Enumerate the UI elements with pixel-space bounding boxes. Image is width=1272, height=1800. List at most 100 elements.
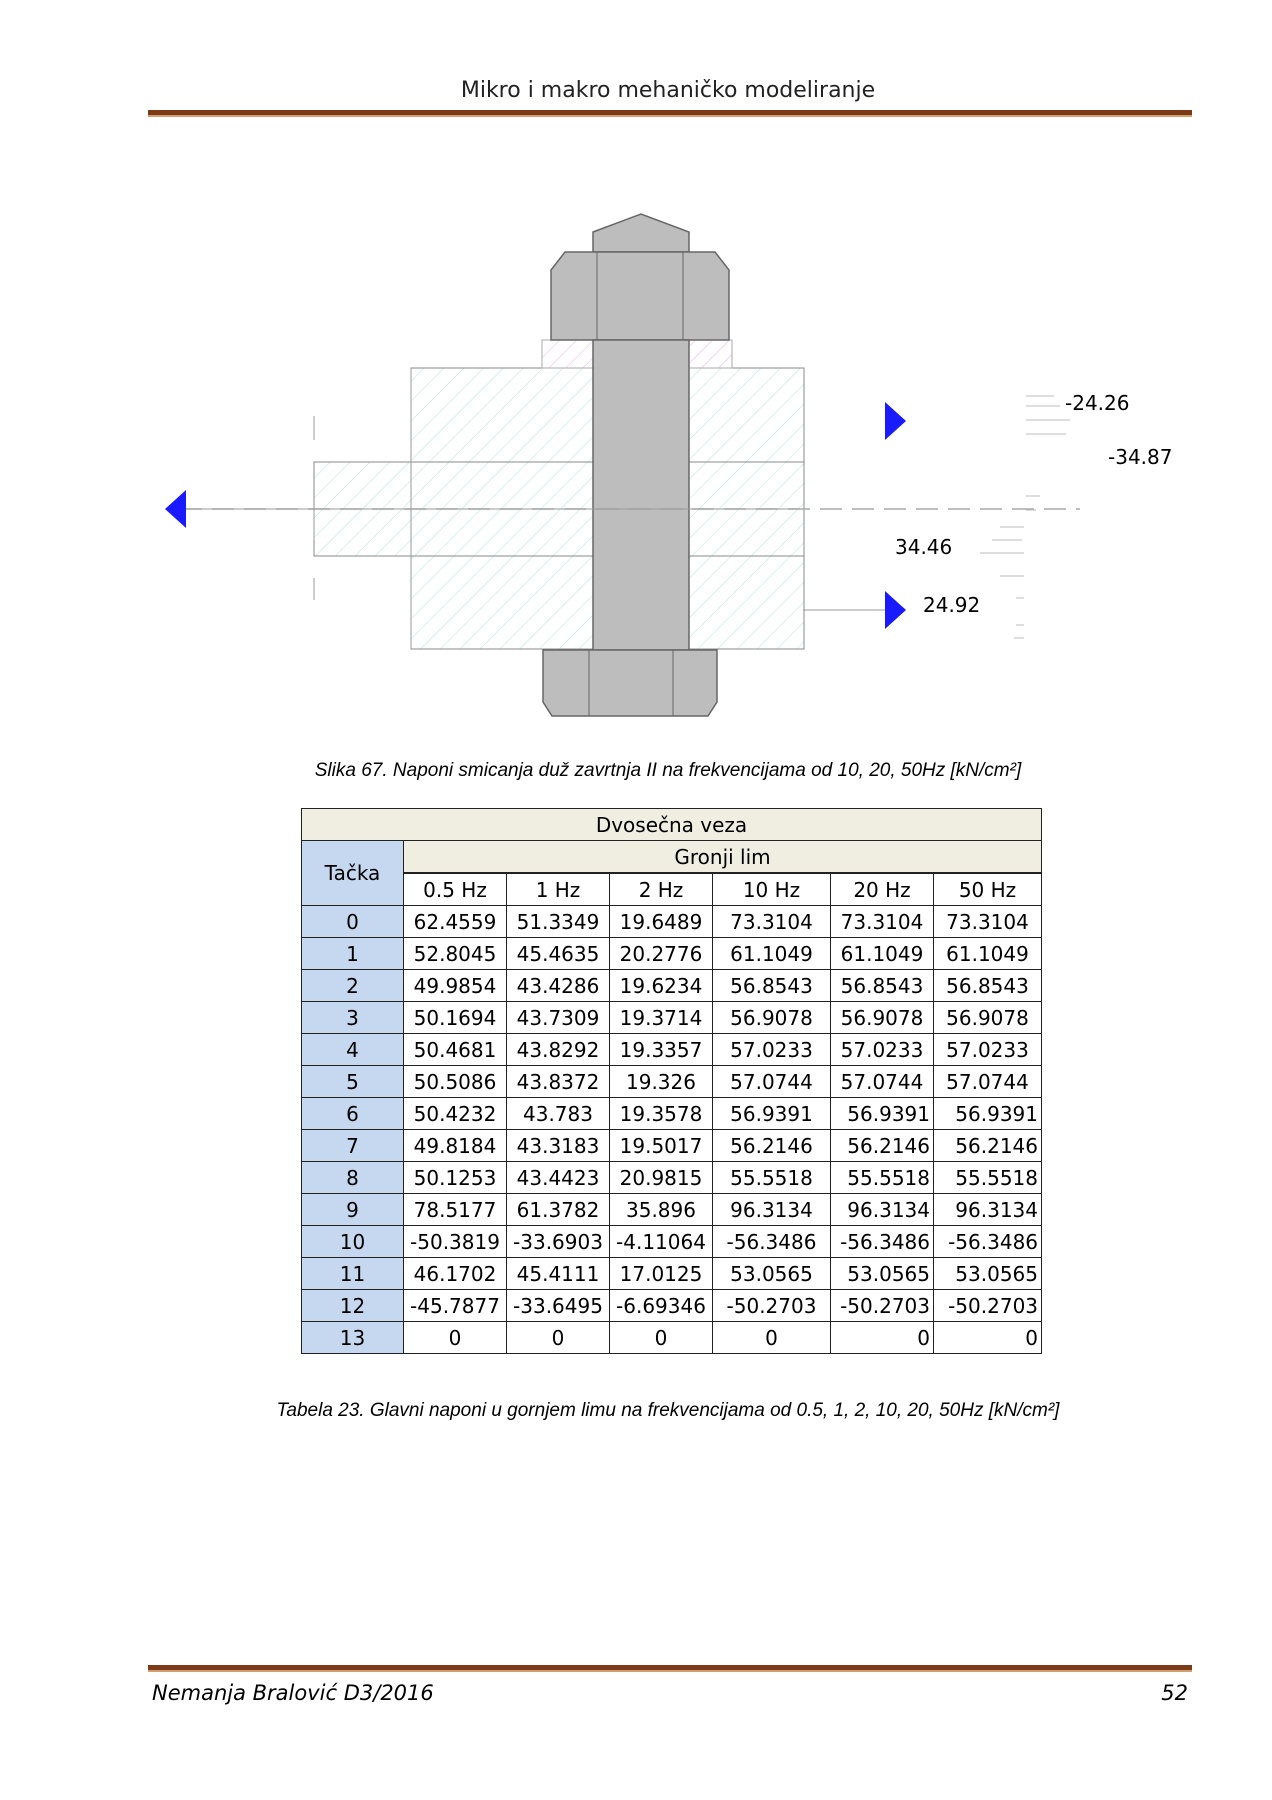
page-number: 52 [1161, 1681, 1188, 1705]
table-row: 0 62.4559 51.3349 19.6489 73.3104 73.3104 73.3… [301, 905, 1043, 938]
right-arrow-bottom [885, 591, 906, 629]
table-row: 9 78.5177 61.3782 35.896 96.3134 96.3134 96.31… [301, 1193, 1043, 1226]
value-cell: 56.9391 [712, 1097, 831, 1130]
table-row: 11 46.1702 45.4111 17.0125 53.0565 53.0565 53.… [301, 1257, 1043, 1290]
value-cell: 62.4559 [403, 905, 507, 938]
footer-rule [148, 1665, 1192, 1672]
value-cell: 19.3714 [609, 1001, 713, 1034]
value-cell: -56.3486 [932, 1225, 1043, 1258]
value-cell: -45.7877 [403, 1289, 507, 1322]
value-cell: 52.8045 [403, 937, 507, 970]
value-cell: 57.0744 [712, 1065, 831, 1098]
point-cell: 8 [301, 1161, 404, 1194]
stress-label-bottom-2: 24.92 [923, 593, 980, 617]
value-cell: 0 [506, 1321, 610, 1354]
column-header: 0.5 Hz [403, 872, 507, 906]
table-row: 1 52.8045 45.4635 20.2776 61.1049 61.1049 61.1… [301, 937, 1043, 970]
value-cell: -50.2703 [932, 1289, 1043, 1322]
value-cell: 57.0744 [830, 1065, 934, 1098]
value-cell: 49.8184 [403, 1129, 507, 1162]
value-cell: 50.1253 [403, 1161, 507, 1194]
value-cell: 0 [609, 1321, 713, 1354]
table-row: 8 50.1253 43.4423 20.9815 55.5518 55.5518 55.5… [301, 1161, 1043, 1194]
stress-label-top-2: -34.87 [1108, 445, 1172, 469]
table-caption: Tabela 23. Glavni naponi u gornjem limu … [276, 1400, 1060, 1421]
value-cell: 53.0565 [712, 1257, 831, 1290]
value-cell: 19.3357 [609, 1033, 713, 1066]
table-title: Dvosečna veza [300, 808, 1043, 841]
value-cell: 56.8543 [712, 969, 831, 1002]
value-cell: 56.2146 [932, 1129, 1043, 1162]
point-cell: 11 [301, 1257, 404, 1290]
value-cell: -56.3486 [830, 1225, 934, 1258]
table-body: 0 62.4559 51.3349 19.6489 73.3104 73.3104 73.3… [301, 905, 1043, 1354]
value-cell: 96.3134 [830, 1193, 934, 1226]
column-header: 10 Hz [712, 872, 831, 906]
value-cell: -6.69346 [609, 1289, 713, 1322]
value-cell: 0 [830, 1321, 934, 1354]
bolt-shear-figure: -24.26 -34.87 34.46 24.92 [165, 213, 1172, 717]
value-cell: 53.0565 [830, 1257, 934, 1290]
value-cell: 57.0233 [932, 1033, 1043, 1066]
value-cell: 43.3183 [506, 1129, 610, 1162]
bolt-nut [542, 649, 718, 717]
value-cell: 78.5177 [403, 1193, 507, 1226]
value-cell: -33.6495 [506, 1289, 610, 1322]
point-cell: 7 [301, 1129, 404, 1162]
value-cell: 20.2776 [609, 937, 713, 970]
value-cell: -50.2703 [830, 1289, 934, 1322]
stress-label-top-1: -24.26 [1065, 391, 1129, 415]
value-cell: 19.326 [609, 1065, 713, 1098]
point-cell: 6 [301, 1097, 404, 1130]
value-cell: 17.0125 [609, 1257, 713, 1290]
point-cell: 13 [301, 1321, 404, 1354]
value-cell: 19.6234 [609, 969, 713, 1002]
value-cell: -50.3819 [403, 1225, 507, 1258]
point-cell: 2 [301, 969, 404, 1002]
bolt-tip [592, 213, 690, 253]
value-cell: 0 [712, 1321, 831, 1354]
value-cell: 43.4286 [506, 969, 610, 1002]
value-cell: 53.0565 [932, 1257, 1043, 1290]
value-cell: 35.896 [609, 1193, 713, 1226]
column-header: 50 Hz [932, 872, 1043, 906]
value-cell: -56.3486 [712, 1225, 831, 1258]
point-cell: 1 [301, 937, 404, 970]
value-cell: 19.3578 [609, 1097, 713, 1130]
value-cell: 50.4681 [403, 1033, 507, 1066]
page-header-title: Mikro i makro mehaničko modeliranje [460, 78, 876, 103]
bolt-head [550, 251, 730, 341]
point-cell: 0 [301, 905, 404, 938]
value-cell: 56.9078 [830, 1001, 934, 1034]
table-row: 6 50.4232 43.783 19.3578 56.9391 56.9391 56.93… [301, 1097, 1043, 1130]
table-row: 7 49.8184 43.3183 19.5017 56.2146 56.2146 56.2… [301, 1129, 1043, 1162]
value-cell: 55.5518 [830, 1161, 934, 1194]
value-cell: 43.7309 [506, 1001, 610, 1034]
value-cell: 57.0744 [932, 1065, 1043, 1098]
value-cell: 45.4635 [506, 937, 610, 970]
table-row: 2 49.9854 43.4286 19.6234 56.8543 56.8543 56.8… [301, 969, 1043, 1002]
value-cell: 73.3104 [830, 905, 934, 938]
column-header: 2 Hz [609, 872, 713, 906]
point-cell: 12 [301, 1289, 404, 1322]
stress-label-bottom-1: 34.46 [895, 535, 952, 559]
value-cell: 55.5518 [712, 1161, 831, 1194]
column-header: 20 Hz [830, 872, 934, 906]
stress-table: Dvosečna veza Tačka Gronji lim 0.5 Hz 1 … [300, 808, 1043, 1354]
table-row: 3 50.1694 43.7309 19.3714 56.9078 56.9078 56.9… [301, 1001, 1043, 1034]
value-cell: 45.4111 [506, 1257, 610, 1290]
value-cell: 50.1694 [403, 1001, 507, 1034]
value-cell: 73.3104 [932, 905, 1043, 938]
point-cell: 4 [301, 1033, 404, 1066]
table-row: 10 -50.3819 -33.6903 -4.11064 -56.3486 -56.34… [301, 1225, 1043, 1258]
value-cell: 61.1049 [830, 937, 934, 970]
point-cell: 9 [301, 1193, 404, 1226]
table-row: 13 0 0 0 0 0 0 [301, 1321, 1043, 1354]
value-cell: 56.9078 [712, 1001, 831, 1034]
value-cell: -33.6903 [506, 1225, 610, 1258]
value-cell: 56.8543 [830, 969, 934, 1002]
value-cell: 20.9815 [609, 1161, 713, 1194]
value-cell: 96.3134 [932, 1193, 1043, 1226]
value-cell: 96.3134 [712, 1193, 831, 1226]
value-cell: 57.0233 [712, 1033, 831, 1066]
